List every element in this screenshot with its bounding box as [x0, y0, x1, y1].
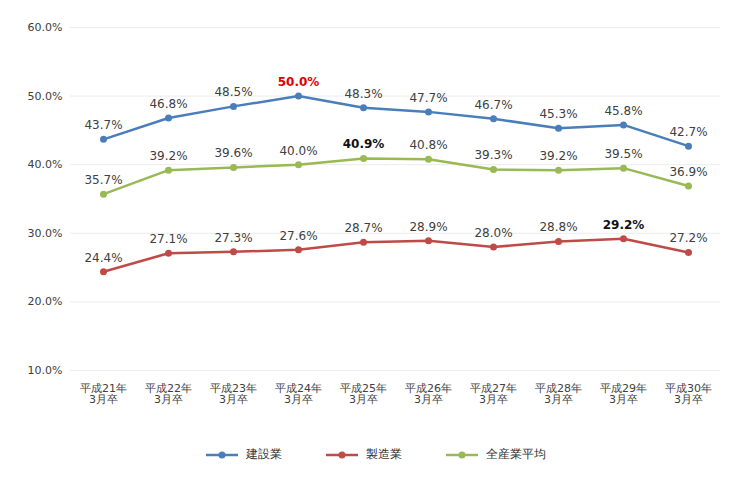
html-text:全産業平均: 全産業平均 — [486, 447, 546, 461]
svg-text:平成24年3月卒: 平成24年3月卒 — [275, 382, 322, 406]
html-text:製造業: 製造業 — [366, 447, 402, 461]
svg-text:35.7%: 35.7% — [84, 173, 122, 187]
svg-text:平成22年3月卒: 平成22年3月卒 — [145, 382, 192, 406]
svg-text:平成30年3月卒: 平成30年3月卒 — [665, 382, 712, 406]
svg-text:10.0%: 10.0% — [28, 364, 63, 377]
svg-text:40.0%: 40.0% — [279, 144, 317, 158]
svg-text:20.0%: 20.0% — [28, 295, 63, 308]
svg-text:45.8%: 45.8% — [604, 104, 642, 118]
svg-text:46.8%: 46.8% — [149, 97, 187, 111]
svg-text:28.7%: 28.7% — [344, 221, 382, 235]
svg-text:40.9%: 40.9% — [343, 137, 385, 151]
svg-text:42.7%: 42.7% — [669, 125, 707, 139]
svg-text:平成23年3月卒: 平成23年3月卒 — [210, 382, 257, 406]
svg-text:40.8%: 40.8% — [409, 138, 447, 152]
svg-text:39.6%: 39.6% — [214, 146, 252, 160]
svg-text:平成21年3月卒: 平成21年3月卒 — [80, 382, 127, 406]
svg-text:48.3%: 48.3% — [344, 87, 382, 101]
svg-text:28.9%: 28.9% — [409, 220, 447, 234]
svg-text:39.2%: 39.2% — [539, 149, 577, 163]
svg-text:29.2%: 29.2% — [603, 218, 645, 232]
svg-text:39.5%: 39.5% — [604, 147, 642, 161]
svg-text:24.4%: 24.4% — [84, 251, 122, 265]
svg-text:46.7%: 46.7% — [474, 98, 512, 112]
svg-text:28.0%: 28.0% — [474, 226, 512, 240]
svg-text:27.3%: 27.3% — [214, 231, 252, 245]
svg-text:60.0%: 60.0% — [28, 21, 63, 34]
svg-text:39.3%: 39.3% — [474, 148, 512, 162]
svg-text:36.9%: 36.9% — [669, 165, 707, 179]
svg-text:平成27年3月卒: 平成27年3月卒 — [470, 382, 517, 406]
svg-text:27.2%: 27.2% — [669, 231, 707, 245]
svg-text:30.0%: 30.0% — [28, 227, 63, 240]
svg-text:50.0%: 50.0% — [278, 75, 320, 89]
svg-text:平成28年3月卒: 平成28年3月卒 — [535, 382, 582, 406]
svg-text:43.7%: 43.7% — [84, 118, 122, 132]
svg-text:平成29年3月卒: 平成29年3月卒 — [600, 382, 647, 406]
svg-text:48.5%: 48.5% — [214, 85, 252, 99]
svg-text:27.1%: 27.1% — [149, 232, 187, 246]
svg-text:平成26年3月卒: 平成26年3月卒 — [405, 382, 452, 406]
html-text:建設業: 建設業 — [246, 447, 282, 461]
svg-text:50.0%: 50.0% — [28, 90, 63, 103]
svg-text:40.0%: 40.0% — [28, 158, 63, 171]
svg-text:27.6%: 27.6% — [279, 229, 317, 243]
svg-text:45.3%: 45.3% — [539, 107, 577, 121]
svg-text:28.8%: 28.8% — [539, 220, 577, 234]
svg-text:47.7%: 47.7% — [409, 91, 447, 105]
svg-text:39.2%: 39.2% — [149, 149, 187, 163]
svg-text:平成25年3月卒: 平成25年3月卒 — [340, 382, 387, 406]
